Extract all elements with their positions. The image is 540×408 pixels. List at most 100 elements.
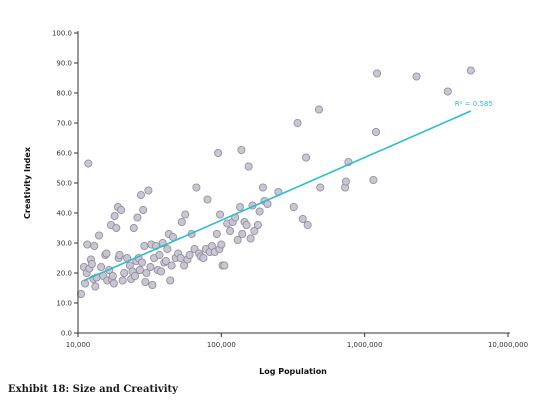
data-point <box>293 119 302 128</box>
x-tick-label: 100,000 <box>207 341 236 349</box>
y-tick-label: 90.0 <box>56 60 72 68</box>
data-point <box>139 205 148 214</box>
y-tick-label: 30.0 <box>56 240 72 248</box>
data-point <box>314 105 323 114</box>
data-point <box>246 234 255 243</box>
y-tick-label: 0.0 <box>61 330 72 338</box>
data-point <box>167 261 176 270</box>
data-point <box>258 183 267 192</box>
data-point <box>97 262 106 271</box>
y-tick-label: 60.0 <box>56 150 72 158</box>
data-point <box>216 210 225 219</box>
data-point <box>109 279 118 288</box>
data-point <box>133 213 142 222</box>
data-point <box>155 250 164 259</box>
data-point <box>90 241 99 250</box>
data-point <box>142 268 151 277</box>
data-point <box>136 190 145 199</box>
data-point <box>220 261 229 270</box>
data-point <box>244 162 253 171</box>
y-tick-label: 70.0 <box>56 120 72 128</box>
data-point <box>302 153 311 162</box>
scatter-points <box>77 66 475 298</box>
data-point <box>443 87 452 96</box>
data-point <box>250 226 259 235</box>
data-point <box>144 186 153 195</box>
data-point <box>110 211 119 220</box>
x-axis-ticks: 10,000 100,000 1,000,000 10,000,000 <box>66 333 528 349</box>
y-tick-label: 10.0 <box>56 300 72 308</box>
y-axis-title: Creativity Index <box>23 146 32 219</box>
y-axis-ticks: 0.0 10.0 20.0 30.0 40.0 50.0 60.0 70.0 80.0 90.0 1… <box>52 30 78 338</box>
data-point <box>163 244 172 253</box>
data-point <box>166 276 175 285</box>
data-point <box>168 232 177 241</box>
data-point <box>102 249 111 258</box>
data-point <box>369 175 378 184</box>
data-point <box>83 240 92 249</box>
y-tick-label: 80.0 <box>56 90 72 98</box>
data-point <box>289 202 298 211</box>
r-squared-label: R² = 0.585 <box>455 100 493 108</box>
data-point <box>141 277 150 286</box>
data-point <box>112 223 121 232</box>
data-point <box>212 229 221 238</box>
data-point <box>298 214 307 223</box>
y-tick-label: 100.0 <box>52 30 72 38</box>
data-point <box>341 177 350 186</box>
x-axis-title: Log Population <box>259 367 327 376</box>
data-point <box>180 261 189 270</box>
data-point <box>217 240 226 249</box>
data-point <box>181 210 190 219</box>
data-point <box>412 72 421 81</box>
data-point <box>192 183 201 192</box>
data-point <box>203 195 212 204</box>
y-tick-label: 20.0 <box>56 270 72 278</box>
data-point <box>140 241 149 250</box>
data-point <box>91 282 100 291</box>
data-point <box>148 280 157 289</box>
data-point <box>185 250 194 259</box>
exhibit-caption: Exhibit 18: Size and Creativity <box>8 384 178 395</box>
data-point <box>157 267 166 276</box>
data-point <box>226 226 235 235</box>
data-point <box>176 253 185 262</box>
data-point <box>146 262 155 271</box>
data-point <box>236 202 245 211</box>
x-tick-label: 1,000,000 <box>347 341 383 349</box>
data-point <box>372 127 381 136</box>
y-tick-label: 50.0 <box>56 180 72 188</box>
data-point <box>214 148 223 157</box>
data-point <box>87 259 96 268</box>
data-point <box>120 268 129 277</box>
data-point <box>138 258 147 267</box>
data-point <box>253 220 262 229</box>
x-tick-label: 10,000,000 <box>488 341 528 349</box>
data-point <box>161 256 170 265</box>
y-tick-label: 40.0 <box>56 210 72 218</box>
data-point <box>233 235 242 244</box>
x-tick-label: 10,000 <box>66 341 91 349</box>
data-point <box>242 220 251 229</box>
data-point <box>303 220 312 229</box>
data-point <box>238 229 247 238</box>
data-point <box>81 279 90 288</box>
data-point <box>108 271 117 280</box>
data-point <box>177 217 186 226</box>
data-point <box>199 253 208 262</box>
data-point <box>77 289 86 298</box>
data-point <box>94 231 103 240</box>
data-point <box>466 66 475 75</box>
data-point <box>373 69 382 78</box>
data-point <box>316 183 325 192</box>
data-point <box>117 205 126 214</box>
data-point <box>237 145 246 154</box>
data-point <box>135 265 144 274</box>
data-point <box>255 207 264 216</box>
data-point <box>118 276 127 285</box>
data-point <box>131 271 140 280</box>
trend-line <box>83 110 472 282</box>
data-point <box>84 159 93 168</box>
data-point <box>115 250 124 259</box>
